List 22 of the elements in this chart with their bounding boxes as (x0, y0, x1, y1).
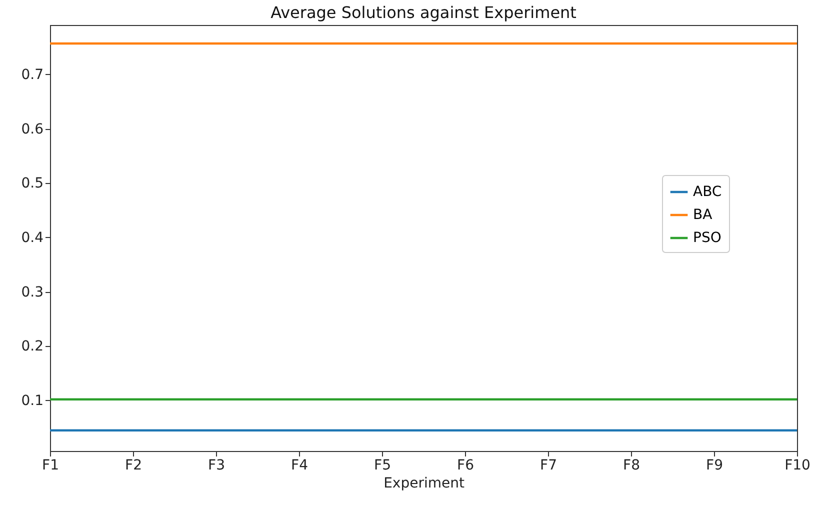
x-tick-label: F10 (784, 458, 810, 474)
x-tick-label: F6 (457, 458, 474, 474)
legend-label: BA (693, 207, 713, 223)
x-tick-label: F3 (208, 458, 225, 474)
chart-title: Average Solutions against Experiment (270, 3, 576, 22)
y-tick-label: 0.6 (21, 121, 44, 138)
y-tick-label: 0.3 (21, 284, 44, 300)
y-tick-label: 0.7 (21, 66, 44, 83)
x-axis-title: Experiment (384, 476, 465, 492)
y-tick-label: 0.2 (21, 338, 44, 355)
x-tick-label: F9 (706, 458, 723, 474)
x-tick-label: F5 (374, 458, 391, 474)
x-tick-label: F1 (42, 458, 59, 474)
legend-label: PSO (693, 230, 722, 246)
y-tick-label: 0.1 (21, 392, 44, 409)
x-tick-label: F4 (291, 458, 308, 474)
x-tick-label: F8 (623, 458, 640, 474)
x-tick-label: F2 (125, 458, 142, 474)
legend-label: ABC (693, 184, 722, 200)
y-tick-label: 0.4 (21, 230, 44, 246)
y-tick-label: 0.5 (21, 176, 44, 192)
x-tick-label: F7 (540, 458, 557, 474)
